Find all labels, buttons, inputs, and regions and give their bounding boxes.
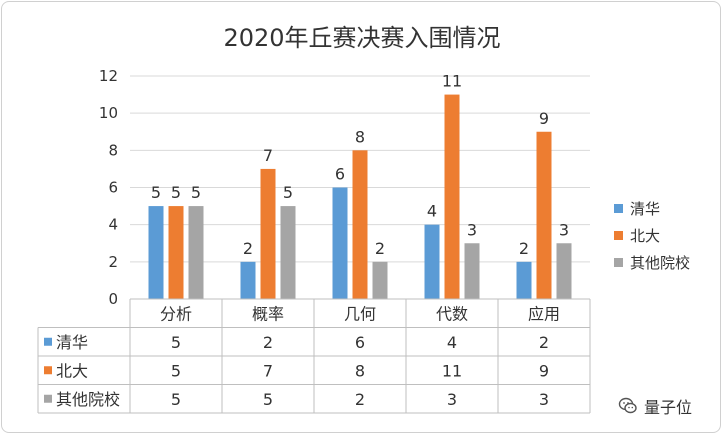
- bar: [556, 243, 572, 299]
- table-series-name: 北大: [56, 361, 88, 380]
- bar-data-label: 2: [375, 239, 385, 258]
- table-cell: 5: [263, 390, 273, 409]
- bar: [280, 206, 296, 299]
- legend-swatch: [614, 204, 623, 213]
- y-tick-label: 10: [99, 104, 118, 122]
- y-tick-label: 2: [108, 253, 118, 271]
- bar: [444, 94, 460, 299]
- legend-label: 其他院校: [630, 254, 690, 272]
- watermark: 量子位: [618, 394, 692, 418]
- table-cell: 5: [171, 390, 181, 409]
- table-cell: 5: [171, 333, 181, 352]
- bar: [260, 168, 276, 299]
- bar-data-label: 9: [539, 109, 549, 128]
- table-cell: 7: [263, 361, 273, 380]
- table-series-swatch: [44, 394, 52, 403]
- bar: [424, 224, 440, 299]
- bar-data-label: 7: [263, 146, 273, 165]
- table-series-swatch: [44, 337, 52, 346]
- bar: [464, 243, 480, 299]
- bar-data-label: 5: [151, 183, 161, 202]
- x-tick-label: 代数: [436, 304, 468, 323]
- legend-swatch: [614, 258, 623, 267]
- table-cell: 6: [355, 333, 365, 352]
- table-cell: 5: [171, 361, 181, 380]
- bar: [332, 187, 348, 299]
- table-cell: 11: [442, 361, 462, 380]
- table-series-name: 其他院校: [56, 390, 120, 409]
- x-tick-label: 概率: [252, 304, 284, 323]
- legend-label: 清华: [630, 200, 660, 218]
- x-tick-label: 分析: [160, 304, 192, 323]
- watermark-text: 量子位: [644, 398, 693, 417]
- y-tick-label: 12: [99, 67, 118, 85]
- bar: [188, 206, 204, 299]
- bar-data-label: 3: [467, 220, 477, 239]
- bar-data-label: 2: [519, 239, 529, 258]
- bar: [352, 150, 368, 299]
- bar-data-label: 5: [283, 183, 293, 202]
- x-tick-label: 几何: [344, 304, 376, 323]
- table-cell: 8: [355, 361, 365, 380]
- legend-swatch: [614, 231, 623, 240]
- y-tick-label: 4: [108, 216, 118, 234]
- table-cell: 4: [447, 333, 457, 352]
- y-tick-label: 8: [108, 141, 118, 159]
- table-series-name: 清华: [56, 333, 88, 352]
- table-cell: 3: [447, 390, 457, 409]
- bar: [536, 131, 552, 299]
- bar-data-label: 2: [243, 239, 253, 258]
- bar-data-label: 3: [559, 220, 569, 239]
- bar: [372, 261, 388, 299]
- wechat-icon: [618, 397, 637, 414]
- y-tick-label: 6: [108, 179, 118, 197]
- bar: [168, 206, 184, 299]
- legend-label: 北大: [630, 227, 660, 245]
- bar-data-label: 11: [442, 72, 462, 91]
- chart-title: 2020年丘赛决赛入围情况: [223, 24, 500, 52]
- table-cell: 2: [539, 333, 549, 352]
- table-cell: 9: [539, 361, 549, 380]
- table-cell: 2: [355, 390, 365, 409]
- bar: [240, 261, 256, 299]
- bar-data-label: 4: [427, 202, 437, 221]
- table-cell: 3: [539, 390, 549, 409]
- bar: [148, 206, 164, 299]
- y-tick-label: 0: [108, 290, 118, 308]
- bar-data-label: 5: [191, 183, 201, 202]
- bar-data-label: 5: [171, 183, 181, 202]
- table-cell: 2: [263, 333, 273, 352]
- table-series-swatch: [44, 366, 52, 375]
- bar-data-label: 8: [355, 127, 365, 146]
- x-tick-label: 应用: [528, 304, 560, 323]
- bar-data-label: 6: [335, 165, 345, 184]
- bar: [516, 261, 532, 299]
